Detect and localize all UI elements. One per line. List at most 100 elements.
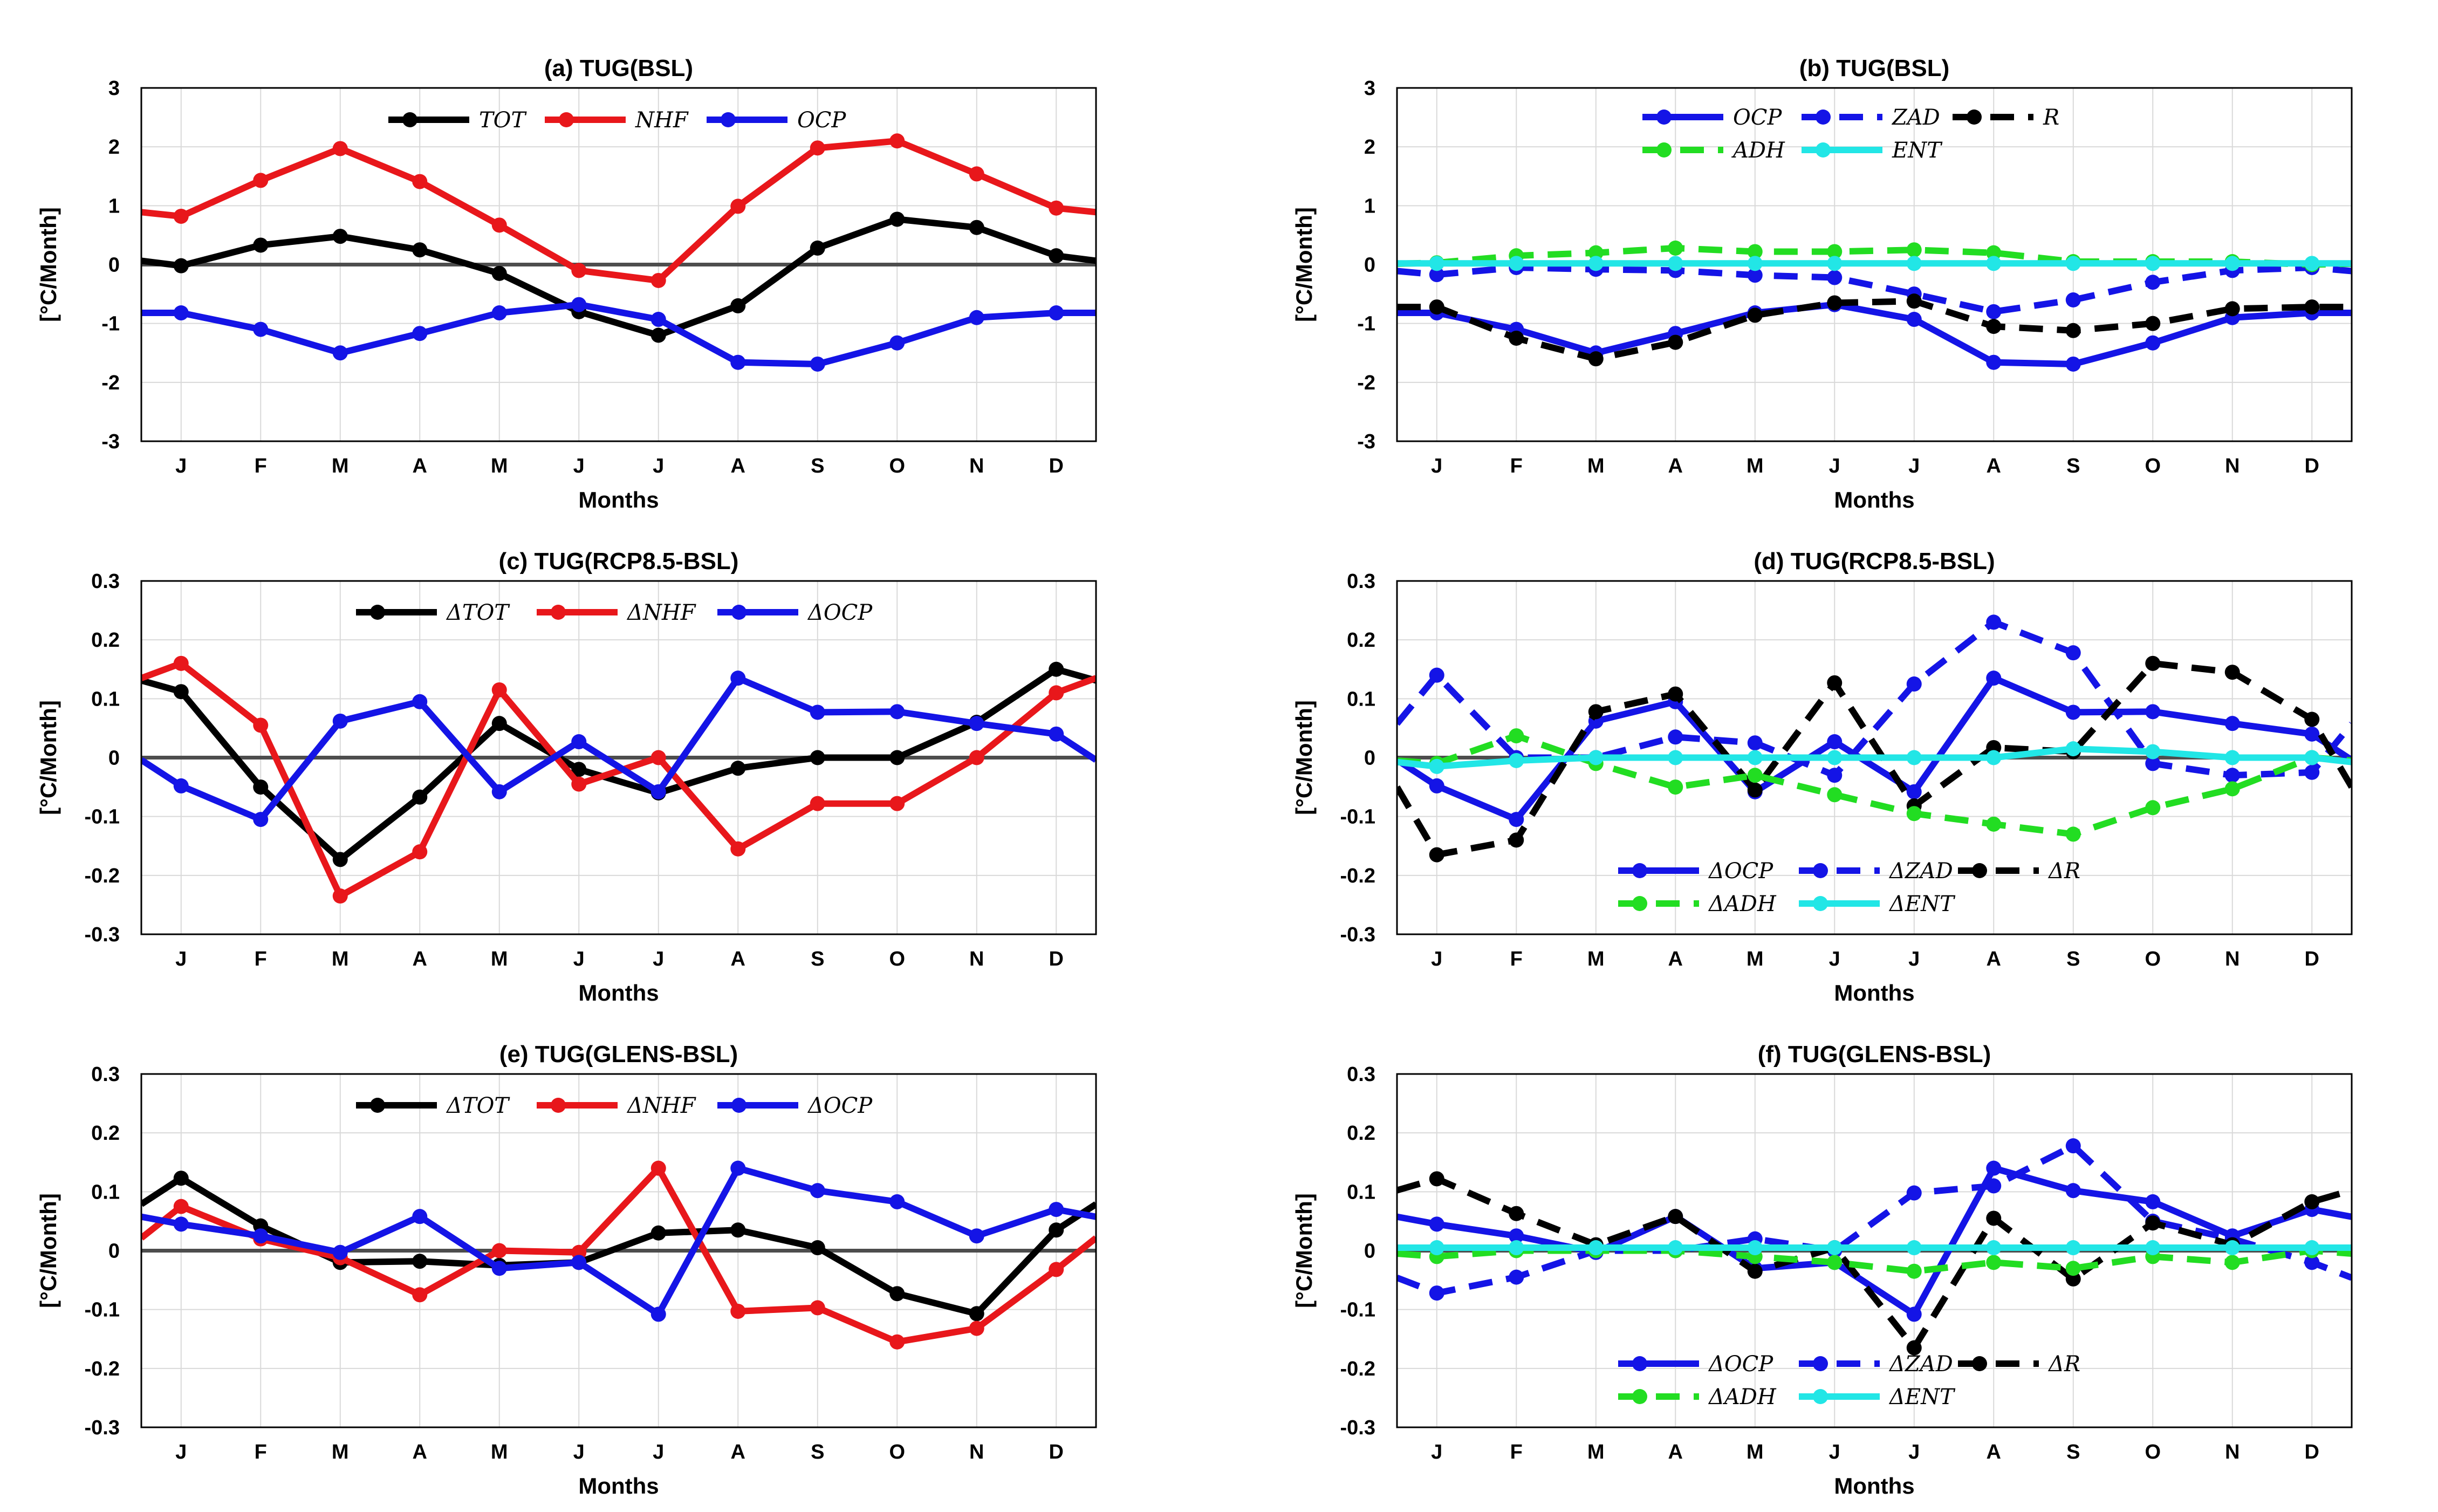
data-point-ocp xyxy=(2145,335,2161,351)
y-axis-label: [°C/Month] xyxy=(1291,207,1317,322)
data-point-adh xyxy=(1668,240,1683,256)
x-tick-label: M xyxy=(1587,948,1605,970)
data-point-nhf xyxy=(332,141,348,156)
x-tick-label: J xyxy=(1908,455,1920,477)
axes-frame xyxy=(1396,87,2353,442)
legend-label: OCP xyxy=(797,108,846,133)
data-point-delta-nhf xyxy=(969,750,984,765)
data-point-delta-zad xyxy=(2065,645,2081,661)
legend-marker xyxy=(551,605,566,620)
data-point-delta-ocp xyxy=(730,671,746,686)
x-tick-label: F xyxy=(255,948,267,970)
data-point-delta-r xyxy=(1747,1263,1763,1279)
x-tick-label: N xyxy=(969,455,984,477)
data-point-tot xyxy=(412,242,428,258)
y-tick-label: 0.2 xyxy=(91,1122,120,1145)
x-tick-label: A xyxy=(731,1441,745,1463)
legend-label: ΔENT xyxy=(1888,892,1956,916)
legend-marker xyxy=(1813,896,1828,911)
data-point-delta-nhf xyxy=(173,1199,189,1214)
data-point-tot xyxy=(730,298,746,313)
series-line-delta-ent xyxy=(1397,745,2352,770)
data-point-r xyxy=(1986,319,2002,334)
legend-marker xyxy=(1967,110,1982,125)
data-point-delta-ocp xyxy=(412,694,428,709)
data-point-delta-ocp xyxy=(571,1255,587,1270)
y-axis-label: [°C/Month] xyxy=(1291,700,1317,815)
data-point-delta-ocp xyxy=(730,1160,746,1176)
y-tick-label: 0 xyxy=(108,1240,120,1263)
y-tick-label: -0.3 xyxy=(1340,923,1375,946)
y-tick-label: -2 xyxy=(1357,372,1375,394)
legend-label: ΔNHF xyxy=(626,1093,696,1118)
data-point-delta-tot xyxy=(889,1286,905,1302)
data-point-delta-ocp xyxy=(810,704,825,720)
y-tick-label: -3 xyxy=(1357,430,1375,453)
data-point-adh xyxy=(1588,245,1604,261)
x-tick-label: O xyxy=(889,1441,905,1463)
data-point-ent xyxy=(1509,256,1524,271)
series-line-nhf xyxy=(141,138,1096,284)
x-tick-label: J xyxy=(573,948,585,970)
data-point-ent xyxy=(2065,256,2081,271)
data-point-r xyxy=(2145,316,2161,331)
data-point-ent xyxy=(2145,256,2161,271)
series-line-delta-r xyxy=(1397,660,2352,858)
y-tick-label: 0.3 xyxy=(91,1063,120,1086)
y-tick-label: 0.3 xyxy=(1347,1063,1375,1086)
data-point-adh xyxy=(1986,245,2002,261)
series-line-zad xyxy=(1397,264,2352,315)
legend: TOT NHF OCP xyxy=(388,108,846,133)
data-point-delta-ent xyxy=(1906,1240,1922,1256)
data-point-delta-r xyxy=(1509,1206,1524,1221)
data-point-delta-r xyxy=(1668,686,1683,702)
data-point-ocp xyxy=(969,310,984,325)
y-tick-label: -0.2 xyxy=(1340,1358,1375,1380)
x-tick-label: J xyxy=(653,1441,664,1463)
x-axis-label: Months xyxy=(1834,487,1914,512)
data-point-delta-zad xyxy=(1509,1269,1524,1285)
data-point-delta-tot xyxy=(571,762,587,777)
y-tick-label: -0.3 xyxy=(85,923,120,946)
legend-label: ΔR xyxy=(2047,859,2080,884)
x-tick-label: N xyxy=(2225,455,2240,477)
data-point-delta-ent xyxy=(1588,1240,1604,1256)
x-tick-label: M xyxy=(491,455,508,477)
data-point-delta-adh xyxy=(1986,1255,2002,1270)
y-tick-label: -0.1 xyxy=(85,1299,120,1322)
legend-marker xyxy=(1813,1356,1828,1371)
x-tick-label: A xyxy=(413,948,427,970)
data-point-delta-ocp xyxy=(412,1209,428,1224)
data-point-tot xyxy=(810,240,825,256)
data-point-delta-ent xyxy=(2145,744,2161,760)
data-point-delta-nhf xyxy=(412,844,428,860)
y-tick-label: 0 xyxy=(108,747,120,770)
data-point-nhf xyxy=(571,263,587,278)
legend-label: ΔOCP xyxy=(1708,1352,1773,1377)
data-point-delta-ocp xyxy=(491,784,507,799)
y-tick-label: -3 xyxy=(101,430,120,453)
x-tick-label: S xyxy=(811,948,824,970)
series-line-delta-nhf xyxy=(141,1165,1096,1345)
data-point-ocp xyxy=(1049,305,1064,321)
data-point-delta-ocp xyxy=(1827,734,1843,750)
data-point-delta-ent xyxy=(2145,1240,2161,1256)
series-group xyxy=(1397,614,2352,863)
data-point-delta-tot xyxy=(889,750,905,765)
y-tick-label: 0 xyxy=(1364,254,1375,277)
y-tick-label: -0.1 xyxy=(85,806,120,829)
data-point-ent xyxy=(1747,256,1763,271)
data-point-delta-ocp xyxy=(571,734,587,750)
series-group xyxy=(1397,240,2352,372)
y-tick-label: 0.1 xyxy=(91,1181,120,1203)
y-tick-label: 0.2 xyxy=(91,629,120,652)
data-point-ent xyxy=(1588,256,1604,271)
legend-label: ΔTOT xyxy=(446,1093,510,1118)
x-tick-label: O xyxy=(889,948,905,970)
data-point-tot xyxy=(1049,248,1064,264)
data-point-delta-ent xyxy=(2065,741,2081,757)
legend-label: ΔZAD xyxy=(1888,859,1953,884)
legend-marker xyxy=(551,1098,566,1113)
legend-marker xyxy=(559,112,574,127)
data-point-zad xyxy=(1986,304,2002,319)
